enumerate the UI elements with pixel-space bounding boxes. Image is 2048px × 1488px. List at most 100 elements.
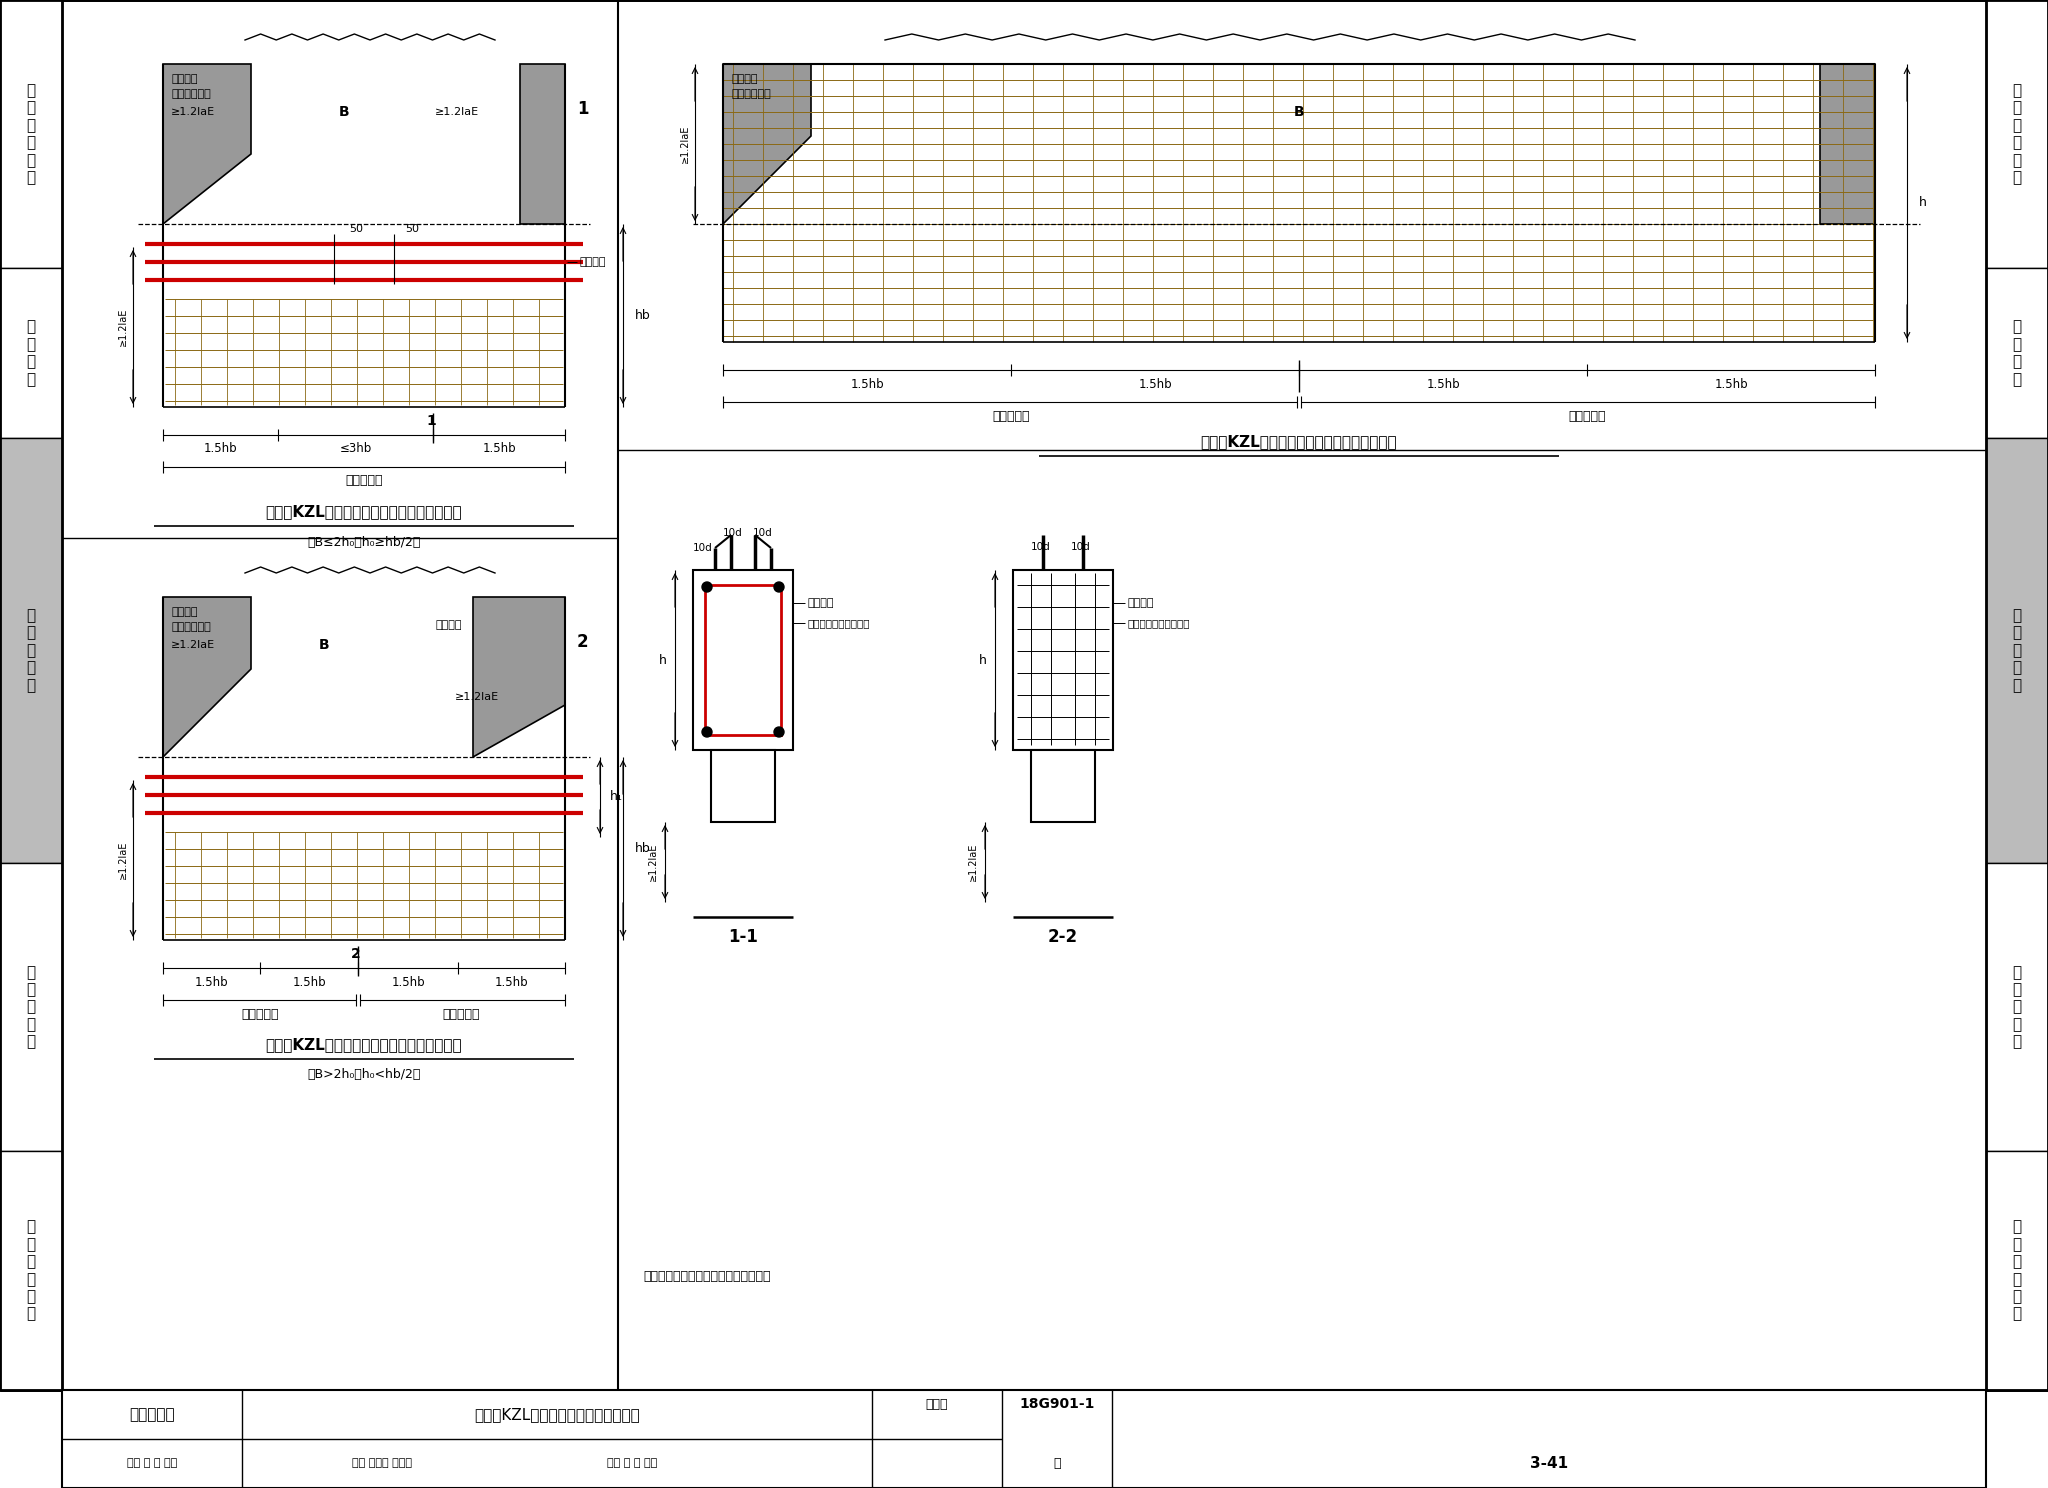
Text: 箍筋加密区: 箍筋加密区 [242, 1007, 279, 1021]
Circle shape [774, 728, 784, 737]
Text: 框支梁KZL上部墙体开洞部位加强做法（二）: 框支梁KZL上部墙体开洞部位加强做法（二） [266, 1037, 463, 1052]
Text: 2: 2 [350, 946, 360, 961]
Bar [0, 863, 61, 1150]
Text: ≥1.2laE: ≥1.2laE [647, 842, 657, 881]
Text: 1.5hb: 1.5hb [391, 976, 424, 988]
Text: 无
梁
楼
盖
部
分: 无 梁 楼 盖 部 分 [27, 1220, 35, 1321]
Text: 1-1: 1-1 [727, 929, 758, 946]
Bar [1987, 437, 2048, 863]
Text: 1.5hb: 1.5hb [850, 378, 885, 390]
Text: ≥1.2laE: ≥1.2laE [680, 125, 690, 164]
Text: 1.5hb: 1.5hb [1714, 378, 1747, 390]
Text: 箍筋加密区: 箍筋加密区 [991, 409, 1030, 423]
Polygon shape [164, 64, 252, 225]
Text: 边缘构件纵向钢筋示意: 边缘构件纵向钢筋示意 [809, 618, 870, 628]
Text: 边缘构件: 边缘构件 [170, 74, 197, 83]
Text: 2: 2 [578, 632, 588, 652]
Text: 补强钢筋: 补强钢筋 [1128, 598, 1155, 609]
Text: 框支梁KZL上部墙体开洞部位加强做法（一）: 框支梁KZL上部墙体开洞部位加强做法（一） [266, 504, 463, 519]
Text: B: B [338, 106, 350, 119]
Bar [711, 750, 774, 821]
Bar [1987, 268, 2048, 437]
Bar [61, 1390, 1987, 1488]
Circle shape [774, 582, 784, 592]
Text: h: h [659, 653, 668, 667]
Text: 校对 高志强 富士洛: 校对 高志强 富士洛 [352, 1458, 412, 1469]
Text: 补强钢筋: 补强钢筋 [434, 620, 461, 629]
Text: 页: 页 [1053, 1457, 1061, 1470]
Bar [1987, 1150, 2048, 1390]
Text: 框
架
部
分: 框 架 部 分 [27, 320, 35, 387]
Text: ≥1.2laE: ≥1.2laE [119, 308, 127, 347]
Bar [0, 268, 61, 437]
Text: 18G901-1: 18G901-1 [1020, 1397, 1096, 1412]
Text: 10d: 10d [754, 528, 772, 539]
Text: 无
梁
楼
盖
部
分: 无 梁 楼 盖 部 分 [2013, 1220, 2021, 1321]
Text: 1.5hb: 1.5hb [195, 976, 227, 988]
Text: 10d: 10d [1030, 542, 1051, 552]
Text: 框
架
部
分: 框 架 部 分 [2013, 320, 2021, 387]
Text: ≥1.2laE: ≥1.2laE [170, 107, 215, 118]
Text: 边缘构件纵向钢筋示意: 边缘构件纵向钢筋示意 [1128, 618, 1190, 628]
Polygon shape [473, 597, 565, 757]
Polygon shape [520, 64, 565, 225]
Text: 1.5hb: 1.5hb [293, 976, 326, 988]
Text: 纵向钢筋示意: 纵向钢筋示意 [170, 622, 211, 632]
Text: 50: 50 [348, 225, 362, 234]
Text: 补强暗梁: 补强暗梁 [580, 257, 606, 266]
Text: 审核 刘 敏 刘汉: 审核 刘 敏 刘汉 [127, 1458, 176, 1469]
Text: 边缘构件: 边缘构件 [170, 607, 197, 618]
Circle shape [702, 582, 713, 592]
Text: 1: 1 [578, 100, 588, 118]
Bar [1987, 863, 2048, 1150]
Text: 箍筋加密区: 箍筋加密区 [442, 1007, 479, 1021]
Text: 50: 50 [406, 225, 420, 234]
Text: hb: hb [635, 842, 651, 856]
Text: B: B [1294, 106, 1305, 119]
Text: h: h [979, 653, 987, 667]
Text: 图集号: 图集号 [926, 1399, 948, 1411]
Text: hb: hb [635, 310, 651, 321]
Text: B: B [319, 638, 330, 652]
Text: 框支梁KZL上部墙体开洞部位加强做法（三）: 框支梁KZL上部墙体开洞部位加强做法（三） [1200, 434, 1397, 449]
Text: 10d: 10d [692, 543, 713, 554]
Text: 普
通
板
部
分: 普 通 板 部 分 [2013, 964, 2021, 1049]
Text: 框支梁KZL上部墙体开洞部位加强做法: 框支梁KZL上部墙体开洞部位加强做法 [475, 1408, 639, 1423]
Text: 注：补强钢筋、补强暗梁由设计指定。: 注：补强钢筋、补强暗梁由设计指定。 [643, 1269, 770, 1283]
Text: （B≤2h₀且h₀≥hb/2）: （B≤2h₀且h₀≥hb/2） [307, 536, 420, 549]
Bar [0, 0, 61, 268]
Bar [1987, 0, 2048, 268]
Text: h₁: h₁ [610, 790, 623, 804]
Text: 剪
力
墙
部
分: 剪 力 墙 部 分 [27, 609, 35, 693]
Text: 剪力墙部分: 剪力墙部分 [129, 1408, 174, 1423]
Text: 箍筋加密区: 箍筋加密区 [1569, 409, 1606, 423]
Text: 1.5hb: 1.5hb [496, 976, 528, 988]
Polygon shape [1821, 64, 1876, 225]
Bar [0, 437, 61, 863]
Text: 设计 曹 典 邓典: 设计 曹 典 邓典 [606, 1458, 657, 1469]
Text: （B>2h₀或h₀<hb/2）: （B>2h₀或h₀<hb/2） [307, 1068, 420, 1082]
Text: 1.5hb: 1.5hb [1425, 378, 1460, 390]
Text: 普
通
板
部
分: 普 通 板 部 分 [27, 964, 35, 1049]
Text: 1: 1 [426, 414, 436, 429]
Text: 纵向钢筋示意: 纵向钢筋示意 [170, 89, 211, 100]
Text: ≤3hb: ≤3hb [340, 442, 371, 455]
Text: h: h [1919, 196, 1927, 210]
Text: 剪
力
墙
部
分: 剪 力 墙 部 分 [2013, 609, 2021, 693]
Circle shape [702, 728, 713, 737]
Text: 一
般
构
造
要
求: 一 般 构 造 要 求 [2013, 83, 2021, 185]
Text: ≥1.2laE: ≥1.2laE [170, 640, 215, 650]
Text: 一
般
构
造
要
求: 一 般 构 造 要 求 [27, 83, 35, 185]
Text: 箍筋加密区: 箍筋加密区 [346, 475, 383, 488]
Text: ≥1.2laE: ≥1.2laE [455, 692, 500, 702]
Text: 10d: 10d [1071, 542, 1092, 552]
Text: 1.5hb: 1.5hb [1139, 378, 1171, 390]
Text: ≥1.2laE: ≥1.2laE [119, 841, 127, 879]
Text: 边缘构件: 边缘构件 [731, 74, 758, 83]
Text: 10d: 10d [723, 528, 743, 539]
Text: 3-41: 3-41 [1530, 1455, 1569, 1472]
Bar [0, 1150, 61, 1390]
Text: 1.5hb: 1.5hb [203, 442, 238, 455]
Bar [1014, 570, 1112, 750]
Polygon shape [723, 64, 811, 225]
